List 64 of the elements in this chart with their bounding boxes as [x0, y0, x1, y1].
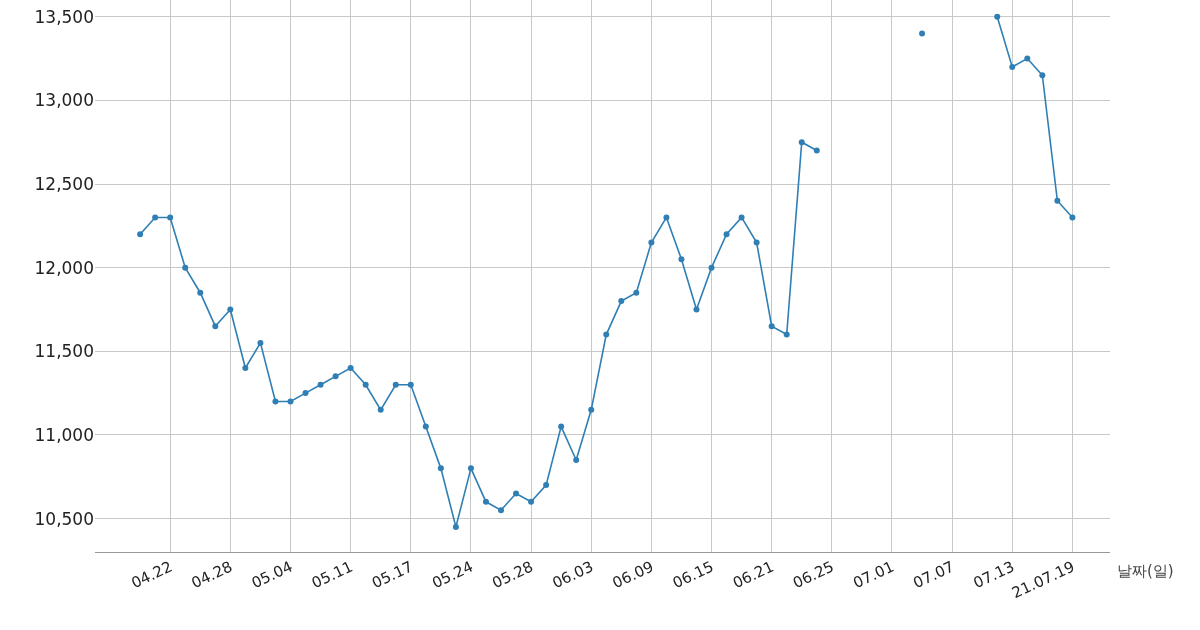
- point: [302, 390, 309, 397]
- point: [618, 298, 625, 305]
- point: [137, 231, 144, 238]
- y-tick-label: 11,500: [34, 341, 94, 362]
- point: [332, 373, 339, 380]
- point: [573, 457, 580, 463]
- point: [407, 381, 414, 388]
- point: [678, 256, 685, 263]
- point: [723, 231, 730, 238]
- y-tick-label: 12,500: [34, 173, 94, 194]
- point: [1009, 63, 1016, 70]
- point: [753, 239, 760, 246]
- point: [182, 264, 189, 271]
- point: [452, 523, 459, 530]
- point: [227, 306, 234, 313]
- point: [588, 406, 595, 413]
- point: [1039, 72, 1046, 79]
- point: [498, 507, 504, 514]
- point: [422, 423, 429, 430]
- point: [1069, 214, 1076, 221]
- point: [1054, 197, 1061, 204]
- x-tick-label: 06.09: [609, 557, 657, 593]
- point: [633, 289, 640, 296]
- point: [437, 465, 444, 472]
- point: [558, 423, 565, 430]
- point: [708, 264, 715, 271]
- point: [257, 339, 264, 346]
- point: [603, 331, 610, 338]
- point: [197, 289, 204, 296]
- point: [813, 147, 820, 154]
- point: [798, 139, 805, 146]
- y-tick-label: 13,000: [34, 90, 94, 111]
- y-tick-label: 11,000: [34, 424, 94, 445]
- point: [377, 406, 384, 413]
- point: [242, 365, 249, 371]
- point: [783, 331, 790, 338]
- point: [482, 498, 489, 505]
- y-tick-label: 12,000: [34, 257, 94, 278]
- point: [467, 465, 474, 472]
- point: [317, 381, 324, 388]
- point: [212, 323, 219, 330]
- y-tick-label: 13,500: [34, 6, 94, 27]
- point: [152, 214, 159, 221]
- x-tick-label: 05.11: [308, 557, 356, 593]
- point: [663, 214, 670, 221]
- x-tick-label: 06.21: [729, 557, 777, 593]
- point: [528, 498, 535, 505]
- point: [392, 381, 399, 388]
- point: [1024, 55, 1031, 62]
- point: [738, 214, 745, 221]
- point: [287, 398, 294, 405]
- point: [693, 306, 700, 313]
- point: [272, 398, 279, 405]
- y-tick-label: 10,500: [34, 508, 94, 529]
- point: [362, 381, 369, 388]
- x-axis-title: 날짜(일): [1117, 562, 1174, 580]
- point: [648, 239, 655, 246]
- point: [513, 490, 520, 497]
- point: [347, 365, 354, 371]
- point: [768, 323, 775, 330]
- x-tick-label: 07.01: [850, 557, 897, 593]
- point: [543, 482, 550, 489]
- point: [994, 13, 1001, 20]
- point: [167, 214, 174, 221]
